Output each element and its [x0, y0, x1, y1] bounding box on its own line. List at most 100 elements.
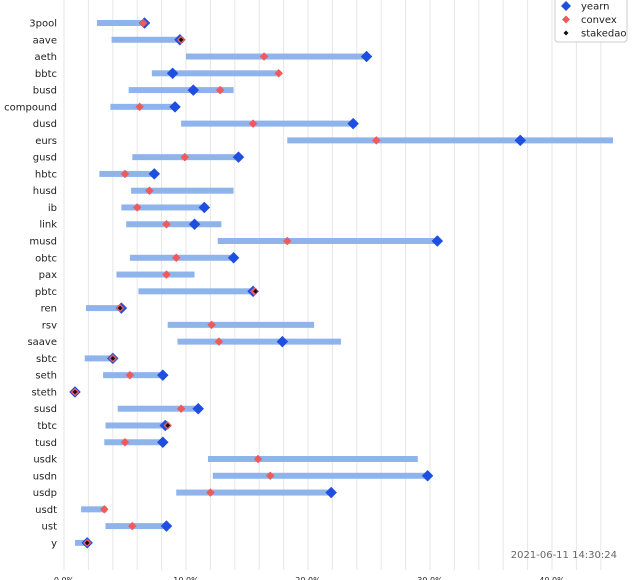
timestamp-label: 2021-06-11 14:30:24 [511, 550, 617, 561]
range-bar-susd [117, 405, 201, 412]
convex-marker-ib [132, 203, 142, 212]
category-labels: 3pool aave aeth bbtc busd compound dusd eurs gus… [4, 19, 57, 550]
yearn-marker-seth [156, 369, 169, 382]
convex-marker-usdk [253, 454, 263, 464]
range-bar-sbtc [84, 355, 115, 362]
x-tick-label: 20.0% [295, 576, 321, 580]
legend-label-convex: convex [581, 15, 617, 26]
category-label-steth: steth [31, 387, 57, 398]
stakedao-marker-y [84, 540, 90, 546]
yearn-marker-hbtc [148, 168, 161, 180]
x-tick-label: 0.0% [54, 576, 75, 580]
x-tick-label: 10.0% [173, 576, 199, 580]
range-bar-busd [128, 87, 234, 94]
convex-marker-usdt [99, 504, 109, 514]
legend-label-yearn: yearn [581, 2, 609, 13]
range-bar-rsv [167, 321, 315, 328]
category-label-3pool: 3pool [29, 19, 57, 30]
category-label-usdt: usdt [35, 505, 57, 516]
range-bar-ib [121, 204, 206, 211]
x-tick-label: 40.0% [539, 576, 565, 580]
convex-marker-compound [135, 102, 144, 112]
yearn-marker-eurs [514, 134, 527, 147]
range-bar-tbtc [105, 422, 169, 429]
range-bar-usdt [81, 506, 107, 513]
category-label-ib: ib [48, 203, 57, 214]
yearn-marker-obtc [227, 251, 240, 264]
convex-marker-ust [127, 521, 137, 531]
stakedao-marker-steth [72, 389, 78, 395]
x-tick-label: 30.0% [417, 576, 443, 580]
yearn-marker-busd [187, 84, 200, 96]
category-label-usdn: usdn [33, 471, 57, 482]
category-label-pbtc: pbtc [35, 287, 57, 298]
category-label-aeth: aeth [34, 52, 57, 63]
range-bar-usdn [212, 472, 430, 479]
convex-marker-usdn [265, 471, 275, 481]
legend: yearn convex stakedao [554, 0, 628, 43]
range-bar-link [126, 221, 222, 228]
stakedao-marker-pbtc [253, 288, 258, 294]
range-bar-usdk [207, 456, 418, 463]
category-label-hbtc: hbtc [35, 169, 57, 180]
convex-marker-eurs [371, 136, 381, 145]
range-bar-ren [85, 305, 123, 312]
range-bar-pbtc [138, 288, 257, 295]
convex-marker-musd [282, 236, 292, 246]
category-label-tbtc: tbtc [37, 421, 57, 432]
yearn-marker-usdp [325, 486, 338, 499]
yearn-marker-usdn [421, 469, 434, 482]
stakedao-marker-sbtc [110, 355, 116, 361]
legend-label-stakedao: stakedao [581, 29, 626, 40]
convex-marker-gusd [180, 152, 190, 162]
convex-marker-pax [162, 270, 171, 279]
yearn-marker-compound [169, 100, 181, 113]
convex-marker-link [162, 219, 171, 229]
convex-marker-aeth [259, 52, 269, 61]
convex-marker-tusd [120, 437, 130, 447]
convex-marker-3pool [138, 18, 148, 28]
grid-lines [63, 0, 602, 570]
category-label-sbtc: sbtc [36, 354, 57, 365]
markers [69, 17, 527, 549]
yearn-marker-dusd [347, 117, 359, 130]
category-label-link: link [39, 220, 57, 231]
legend-box [554, 0, 628, 43]
range-bars [73, 20, 613, 546]
category-label-gusd: gusd [33, 153, 57, 164]
range-bar-obtc [129, 254, 237, 261]
category-label-tusd: tusd [35, 438, 57, 449]
category-label-y: y [51, 538, 57, 549]
range-bar-bbtc [151, 70, 279, 77]
x-tick-labels: 0.0% 10.0% 20.0% 30.0% 40.0% [54, 576, 565, 580]
yearn-marker-ust [160, 520, 173, 532]
convex-marker-bbtc [274, 68, 284, 78]
range-bar-pax [116, 271, 195, 278]
legend-marker-convex [562, 15, 570, 24]
convex-marker-susd [176, 404, 186, 414]
range-bar-musd [217, 238, 440, 245]
category-label-obtc: obtc [35, 253, 57, 264]
category-label-susd: susd [34, 404, 57, 415]
category-label-ust: ust [42, 522, 58, 533]
yearn-marker-saave [276, 335, 289, 348]
convex-marker-busd [215, 85, 225, 95]
category-label-seth: seth [35, 371, 57, 382]
convex-marker-rsv [207, 320, 216, 330]
range-bar-aave [111, 36, 184, 43]
yearn-marker-tusd [156, 436, 169, 449]
category-label-musd: musd [29, 237, 57, 248]
convex-marker-obtc [171, 253, 181, 263]
category-label-bbtc: bbtc [35, 69, 57, 80]
range-bar-husd [131, 187, 234, 194]
range-bar-usdp [176, 489, 333, 496]
category-label-rsv: rsv [42, 320, 57, 331]
category-label-ren: ren [41, 304, 57, 315]
category-label-compound: compound [4, 102, 57, 113]
category-label-saave: saave [27, 337, 57, 348]
convex-marker-hbtc [120, 169, 130, 179]
range-bar-aeth [186, 53, 369, 60]
legend-marker-yearn [561, 1, 571, 11]
category-label-dusd: dusd [33, 119, 57, 130]
